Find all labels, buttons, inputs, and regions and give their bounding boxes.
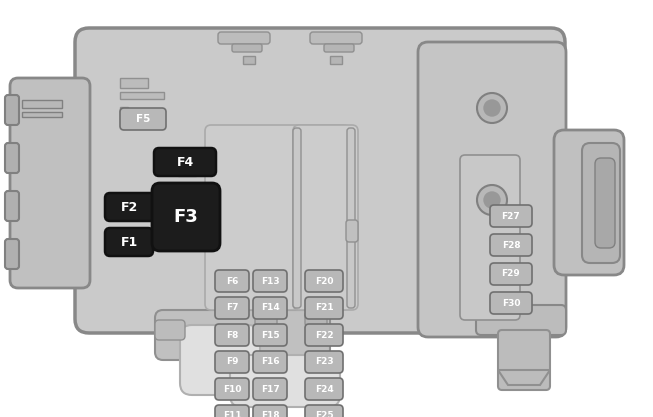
Text: F10: F10	[223, 384, 241, 394]
FancyBboxPatch shape	[218, 32, 270, 44]
FancyBboxPatch shape	[230, 355, 340, 407]
FancyBboxPatch shape	[305, 378, 343, 400]
Text: F14: F14	[261, 304, 279, 312]
Text: F22: F22	[315, 331, 333, 339]
FancyBboxPatch shape	[253, 270, 287, 292]
Bar	[178, 185, 196, 199]
Text: F21: F21	[315, 304, 333, 312]
FancyBboxPatch shape	[554, 130, 624, 275]
FancyBboxPatch shape	[10, 78, 90, 288]
FancyBboxPatch shape	[490, 205, 532, 227]
FancyBboxPatch shape	[105, 228, 153, 256]
Bar	[120, 92, 164, 99]
Text: F11: F11	[223, 412, 242, 417]
FancyBboxPatch shape	[490, 234, 532, 256]
FancyBboxPatch shape	[595, 158, 615, 248]
Circle shape	[484, 192, 500, 208]
Text: F6: F6	[226, 276, 238, 286]
FancyBboxPatch shape	[5, 191, 19, 221]
Circle shape	[484, 100, 500, 116]
Bar	[120, 78, 148, 88]
Text: F13: F13	[261, 276, 279, 286]
FancyBboxPatch shape	[152, 183, 220, 251]
Bar	[243, 56, 255, 64]
Text: F15: F15	[261, 331, 279, 339]
FancyBboxPatch shape	[346, 220, 358, 242]
FancyBboxPatch shape	[180, 325, 260, 395]
FancyBboxPatch shape	[215, 378, 249, 400]
FancyBboxPatch shape	[582, 143, 620, 263]
FancyBboxPatch shape	[215, 405, 249, 417]
FancyBboxPatch shape	[418, 42, 566, 337]
FancyBboxPatch shape	[305, 324, 343, 346]
FancyBboxPatch shape	[347, 128, 355, 308]
FancyBboxPatch shape	[215, 297, 249, 319]
FancyBboxPatch shape	[253, 351, 287, 373]
Circle shape	[477, 93, 507, 123]
Bar	[22, 100, 62, 108]
FancyBboxPatch shape	[5, 143, 19, 173]
FancyBboxPatch shape	[155, 310, 330, 360]
FancyBboxPatch shape	[105, 193, 155, 221]
Text: F5: F5	[136, 114, 150, 124]
Text: F4: F4	[176, 156, 194, 168]
FancyBboxPatch shape	[310, 32, 362, 44]
FancyBboxPatch shape	[215, 324, 249, 346]
FancyBboxPatch shape	[305, 351, 343, 373]
FancyBboxPatch shape	[293, 125, 358, 310]
Text: F9: F9	[226, 357, 238, 367]
FancyBboxPatch shape	[305, 297, 343, 319]
Text: F17: F17	[261, 384, 279, 394]
FancyBboxPatch shape	[253, 378, 287, 400]
FancyBboxPatch shape	[120, 108, 166, 130]
FancyBboxPatch shape	[498, 330, 550, 390]
Polygon shape	[498, 370, 550, 385]
FancyBboxPatch shape	[5, 239, 19, 269]
FancyBboxPatch shape	[305, 405, 343, 417]
FancyBboxPatch shape	[205, 125, 350, 310]
Bar	[178, 162, 196, 176]
FancyBboxPatch shape	[253, 405, 287, 417]
Text: F16: F16	[261, 357, 279, 367]
FancyBboxPatch shape	[232, 44, 262, 52]
Text: F27: F27	[502, 211, 520, 221]
FancyBboxPatch shape	[476, 305, 566, 335]
Text: F1: F1	[120, 236, 138, 249]
FancyBboxPatch shape	[253, 297, 287, 319]
Text: F28: F28	[502, 241, 520, 249]
Text: F30: F30	[502, 299, 520, 307]
FancyBboxPatch shape	[490, 263, 532, 285]
FancyBboxPatch shape	[75, 28, 565, 333]
Bar	[22, 112, 62, 117]
FancyBboxPatch shape	[490, 292, 532, 314]
Circle shape	[477, 185, 507, 215]
Text: F24: F24	[315, 384, 334, 394]
Bar	[330, 56, 342, 64]
Text: F3: F3	[174, 208, 199, 226]
Bar	[120, 107, 128, 119]
FancyBboxPatch shape	[460, 155, 520, 320]
Text: F29: F29	[502, 269, 520, 279]
Text: F8: F8	[226, 331, 238, 339]
FancyBboxPatch shape	[253, 324, 287, 346]
Text: F2: F2	[121, 201, 138, 214]
FancyBboxPatch shape	[155, 320, 185, 340]
Text: F20: F20	[315, 276, 333, 286]
FancyBboxPatch shape	[5, 95, 19, 125]
Text: F18: F18	[261, 412, 279, 417]
FancyBboxPatch shape	[154, 148, 216, 176]
FancyBboxPatch shape	[305, 312, 327, 326]
Text: F25: F25	[315, 412, 333, 417]
Text: F23: F23	[315, 357, 333, 367]
FancyBboxPatch shape	[324, 44, 354, 52]
FancyBboxPatch shape	[293, 128, 301, 308]
FancyBboxPatch shape	[255, 312, 277, 326]
FancyBboxPatch shape	[305, 270, 343, 292]
FancyBboxPatch shape	[215, 351, 249, 373]
Text: F7: F7	[226, 304, 238, 312]
FancyBboxPatch shape	[215, 270, 249, 292]
